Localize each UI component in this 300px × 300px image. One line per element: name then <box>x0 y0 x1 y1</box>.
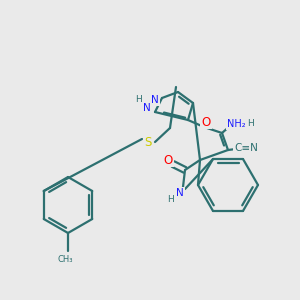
Text: N: N <box>176 188 184 198</box>
Text: O: O <box>201 116 211 128</box>
Text: O: O <box>164 154 172 166</box>
Text: N: N <box>143 103 151 113</box>
Text: H: H <box>248 119 254 128</box>
Text: S: S <box>144 136 152 148</box>
Text: CH₃: CH₃ <box>57 254 73 263</box>
Text: H: H <box>168 194 174 203</box>
Text: NH₂: NH₂ <box>227 119 245 129</box>
Text: N: N <box>151 95 159 105</box>
Text: H: H <box>136 95 142 104</box>
Text: C≡N: C≡N <box>234 143 258 153</box>
